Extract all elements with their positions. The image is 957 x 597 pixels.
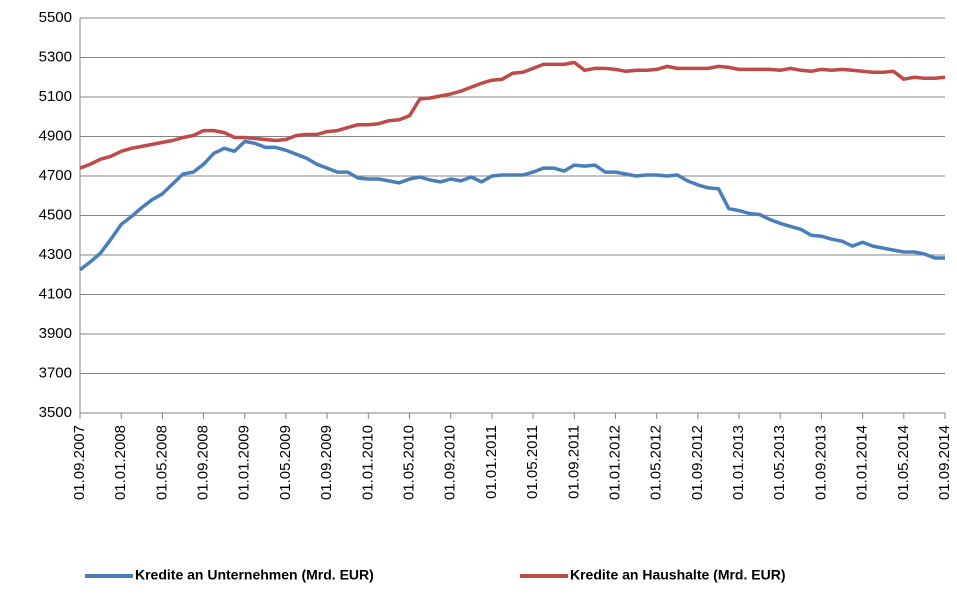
y-tick-label: 3500 <box>39 404 72 421</box>
y-tick-label: 4500 <box>39 206 72 223</box>
x-tick-label: 01.09.2008 <box>195 425 212 500</box>
y-tick-label: 4300 <box>39 246 72 263</box>
y-tick-label: 4700 <box>39 167 72 184</box>
y-tick-label: 5300 <box>39 48 72 65</box>
y-tick-label: 3700 <box>39 364 72 381</box>
y-tick-label: 5100 <box>39 88 72 105</box>
x-tick-label: 01.01.2009 <box>236 425 253 500</box>
x-tick-label: 01.05.2010 <box>400 425 417 500</box>
series-line <box>79 60 946 170</box>
x-tick-label: 01.05.2012 <box>648 425 665 500</box>
x-tick-label: 01.01.2010 <box>359 425 376 500</box>
x-tick-label: 01.05.2011 <box>524 425 541 499</box>
legend-label: Kredite an Haushalte (Mrd. EUR) <box>570 567 785 583</box>
x-tick-label: 01.05.2013 <box>771 425 788 500</box>
x-tick-label: 01.01.2014 <box>854 425 871 500</box>
x-tick-label: 01.01.2008 <box>112 425 129 500</box>
series-line <box>78 139 945 272</box>
x-tick-label: 01.01.2012 <box>606 425 623 500</box>
x-tick-label: 01.05.2009 <box>277 425 294 500</box>
y-tick-label: 4900 <box>39 127 72 144</box>
x-tick-label: 01.05.2008 <box>153 425 170 500</box>
x-tick-label: 01.09.2007 <box>71 425 88 500</box>
y-tick-label: 5500 <box>39 9 72 26</box>
x-tick-label: 01.09.2011 <box>565 425 582 499</box>
y-tick-label: 3900 <box>39 325 72 342</box>
x-tick-label: 01.09.2013 <box>812 425 829 500</box>
x-tick-label: 01.09.2014 <box>936 425 953 500</box>
x-tick-label: 01.01.2011 <box>483 425 500 499</box>
x-tick-label: 01.09.2009 <box>318 425 335 500</box>
x-tick-label: 01.09.2012 <box>689 425 706 500</box>
x-tick-label: 01.01.2013 <box>730 425 747 500</box>
x-tick-label: 01.09.2010 <box>442 425 459 500</box>
y-tick-label: 4100 <box>39 285 72 302</box>
legend-label: Kredite an Unternehmen (Mrd. EUR) <box>135 567 374 583</box>
x-tick-label: 01.05.2014 <box>895 425 912 500</box>
